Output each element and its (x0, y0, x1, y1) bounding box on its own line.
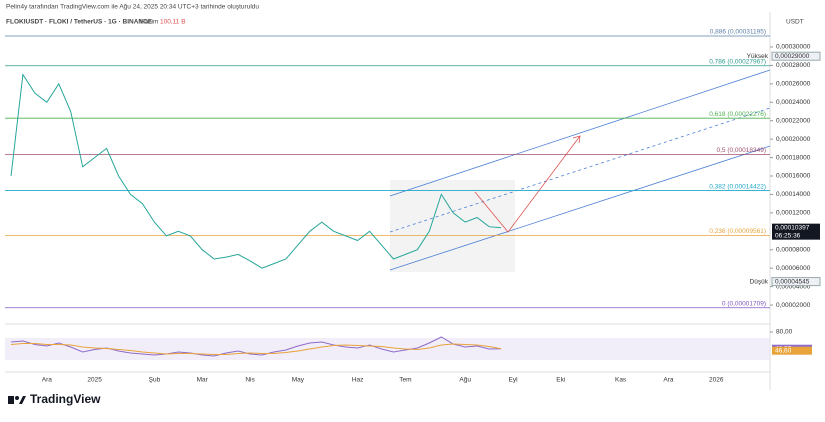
fib-label: 0,5 (0,00018349) (716, 147, 766, 154)
volume-label: Hacim (140, 19, 158, 26)
x-tick-label: 2025 (87, 377, 102, 384)
y-tick-label: 0,00006000 (776, 265, 811, 272)
x-tick-label: Ara (663, 377, 674, 384)
x-tick-label: May (292, 377, 305, 384)
y-tick-label: 0,00024000 (776, 99, 811, 106)
x-tick-label: Eki (556, 377, 565, 384)
x-tick-label: Tem (399, 377, 411, 384)
price-line (10, 336, 502, 357)
price-label-box (771, 51, 821, 61)
fib-label: 0,786 (0,00027967) (709, 58, 766, 65)
price-label-text: Yüksek (747, 53, 769, 60)
x-tick-label: Nis (245, 377, 255, 384)
x-tick-label: Eyl (508, 377, 518, 384)
price-label: 0,00004545 (775, 278, 810, 285)
logo-text: TradingView (30, 392, 101, 406)
channel-top (389, 69, 771, 197)
fib-label: 0 (0,00001709) (722, 300, 766, 307)
symbol: FLOKIUSDT · FLOKI / TetherUS · 1G · BINA… (6, 19, 153, 26)
price-label-text: 06:25:36 (775, 232, 801, 239)
x-tick-label: Ara (42, 377, 53, 384)
channel-mid (389, 107, 771, 233)
arrow-head (572, 135, 581, 144)
logo-mark (15, 396, 19, 400)
price-label: 0,00029000 (775, 53, 810, 60)
range-box (390, 180, 515, 272)
y-tick-label: 0,00002000 (776, 302, 811, 309)
x-tick-label: Ağu (459, 377, 471, 384)
y-tick-label: 80,00 (776, 329, 793, 336)
header-note: Pelin4y tarafından TradingView.com ile A… (6, 4, 259, 11)
y-tick-label: 0,00028000 (776, 62, 811, 69)
x-tick-label: 2026 (709, 377, 724, 384)
channel-bottom (389, 145, 771, 271)
value-label: 46,60 (775, 347, 792, 354)
y-tick-label: 0,00016000 (776, 173, 811, 180)
x-tick-label: Kas (615, 377, 627, 384)
rsi-band (5, 338, 770, 360)
fib-label: 0,886 (0,00031195) (710, 29, 766, 36)
fib-label: 0,382 (0,00014422) (709, 183, 766, 190)
currency: USDT (786, 19, 804, 26)
y-tick-label: 0,00022000 (776, 117, 811, 124)
price-label-box (772, 223, 820, 240)
y-tick-label: 0,00014000 (776, 191, 811, 198)
y-tick-label: 0,00008000 (776, 246, 811, 253)
logo-mark (8, 396, 14, 404)
logo: TradingView (8, 392, 101, 406)
price-label-box (771, 277, 821, 287)
y-tick-label: 0,00026000 (776, 81, 811, 88)
y-tick-label: 0,00030000 (776, 44, 811, 51)
logo-mark (19, 396, 26, 404)
y-tick-label: 0,00004000 (776, 283, 811, 290)
price-label-text: Düşük (750, 278, 769, 285)
x-tick-label: Mar (197, 377, 209, 384)
fib-label: 0,236 (0,00009561) (709, 228, 766, 235)
x-tick-label: Haz (352, 377, 364, 384)
value-label-box (772, 346, 812, 355)
x-tick-label: Şub (149, 377, 161, 384)
y-tick-label: 0,00020000 (776, 136, 811, 143)
y-tick-label: 0,00018000 (776, 154, 811, 161)
price-line (10, 343, 502, 355)
projection-arrow (474, 135, 581, 233)
price-label: 0,00010397 (775, 224, 810, 231)
price-line (10, 73, 502, 269)
volume: 100,11 B (160, 19, 186, 26)
y-tick-label: 0,00012000 (776, 210, 811, 217)
fib-label: 0,618 (0,00022276) (709, 111, 766, 118)
